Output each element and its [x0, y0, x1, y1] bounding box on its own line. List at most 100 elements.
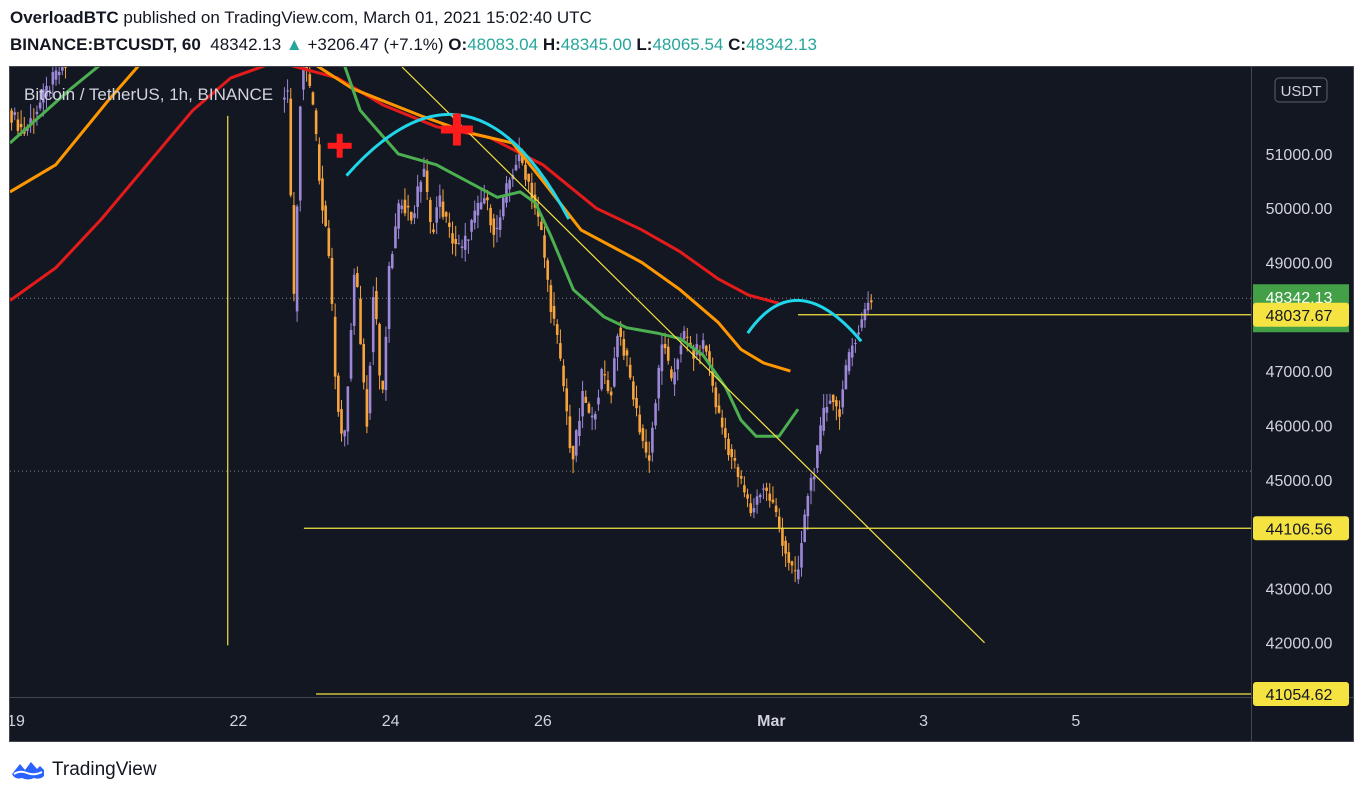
last-price: 48342.13 — [210, 35, 282, 54]
candle-body — [381, 380, 385, 390]
candle-body — [673, 372, 676, 385]
candle-body — [337, 375, 340, 412]
candle-body — [498, 217, 502, 230]
plot-layer — [10, 67, 1251, 695]
candle-body — [581, 391, 584, 417]
y-tick-label: 43000.00 — [1266, 581, 1333, 598]
x-tick-label: 24 — [382, 713, 400, 730]
candle-body — [524, 164, 527, 180]
candle-body — [771, 499, 775, 503]
candle-body — [774, 505, 778, 513]
candle-body — [590, 415, 594, 418]
candle-body — [435, 207, 438, 223]
y-tick-label: 47000.00 — [1266, 364, 1333, 381]
candle-body — [64, 67, 67, 68]
candle-body — [800, 543, 803, 568]
y-tick-label: 49000.00 — [1266, 256, 1333, 273]
candle-body — [463, 235, 467, 250]
candle-body — [349, 329, 353, 379]
candle-body — [340, 409, 343, 434]
candle-body — [822, 407, 825, 431]
candle-body — [495, 227, 499, 230]
candle-body — [622, 339, 626, 356]
candle-body — [790, 561, 794, 566]
level-price-tag — [1253, 682, 1349, 707]
candle-body — [679, 345, 683, 355]
candle-body — [16, 119, 20, 131]
candle-body — [828, 400, 832, 404]
candle-body — [644, 441, 648, 453]
candle-body — [333, 316, 337, 377]
candle-body — [727, 438, 730, 456]
level-price-tag-label: 48037.67 — [1266, 308, 1333, 325]
candle-body — [657, 367, 661, 399]
level-price-tag-label: 41054.62 — [1266, 687, 1333, 704]
candle-body — [768, 493, 772, 501]
x-tick-label: 5 — [1071, 713, 1080, 730]
candle-body — [559, 343, 562, 359]
candle-body — [54, 70, 58, 80]
y-tick-label: 42000.00 — [1266, 636, 1333, 653]
candle-body — [441, 201, 445, 217]
close-value: 48342.13 — [746, 35, 817, 54]
candle-body — [552, 305, 556, 319]
candle-body — [555, 324, 559, 335]
candle-body — [517, 148, 521, 162]
brand-name[interactable]: TradingView — [52, 759, 157, 780]
candle-body — [314, 110, 318, 135]
candle-body — [543, 235, 546, 258]
candle-body — [286, 90, 289, 92]
candle-body — [482, 198, 486, 204]
candle-body — [847, 352, 851, 372]
candle-body — [479, 202, 483, 210]
candle-body — [292, 205, 296, 294]
candle-body — [692, 348, 695, 359]
high-value: 48345.00 — [560, 35, 632, 54]
candle-body — [666, 346, 670, 361]
candle-body — [409, 211, 413, 221]
candle-body — [298, 106, 302, 201]
candle-body — [758, 494, 762, 498]
open-label: O: — [448, 35, 468, 54]
candle-body — [685, 336, 689, 338]
candle-body — [787, 552, 791, 563]
publish-info: published on TradingView.com, March 01, … — [123, 8, 592, 27]
candle-body — [733, 458, 737, 461]
candle-body — [784, 540, 787, 554]
symbol-name: BINANCE:BTCUSDT, 60 — [10, 35, 201, 54]
candle-body — [390, 254, 394, 268]
candle-body — [489, 207, 492, 226]
candle-body — [724, 428, 727, 438]
price-chart[interactable]: 42000.0043000.0044000.0045000.0046000.00… — [10, 67, 1353, 741]
level-price-tag — [1253, 516, 1349, 541]
candle-body — [375, 291, 378, 320]
candle-body — [10, 110, 13, 123]
candle-body — [584, 396, 588, 403]
currency-label: USDT — [1281, 83, 1322, 100]
candle-body — [638, 414, 641, 433]
candle-body — [302, 67, 305, 90]
publish-line: OverloadBTC published on TradingView.com… — [10, 8, 592, 28]
candle-body — [676, 359, 680, 370]
author-name[interactable]: OverloadBTC — [10, 8, 119, 27]
candle-body — [378, 324, 381, 376]
candle-body — [362, 343, 366, 383]
candle-body — [397, 203, 400, 229]
candle-body — [438, 195, 442, 207]
candle-body — [816, 445, 819, 468]
ma-slow-line — [10, 67, 780, 305]
candle-body — [305, 67, 308, 69]
candle-body — [743, 485, 746, 493]
candle-body — [45, 85, 48, 97]
candle-body — [765, 487, 768, 491]
candle-body — [425, 170, 429, 192]
candle-body — [616, 335, 619, 358]
candle-body — [746, 494, 749, 499]
arc-annotation — [345, 112, 571, 220]
candle-body — [384, 336, 388, 391]
chart-area[interactable]: 42000.0043000.0044000.0045000.0046000.00… — [9, 66, 1354, 742]
candle-body — [606, 380, 610, 392]
candle-body — [835, 400, 838, 407]
candle-body — [647, 455, 651, 461]
candle-body — [654, 403, 657, 426]
